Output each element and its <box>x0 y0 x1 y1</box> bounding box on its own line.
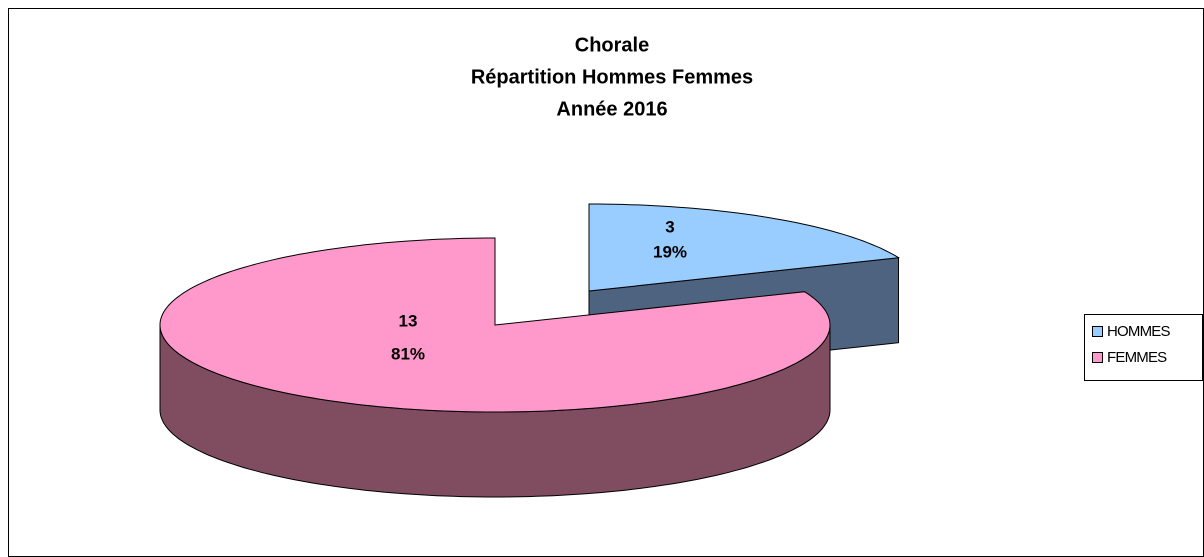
chart-title: Chorale <box>575 34 649 56</box>
legend-swatch <box>1092 326 1103 337</box>
legend-label: HOMMES <box>1107 323 1170 340</box>
data-label: 19% <box>653 242 687 261</box>
slice <box>588 203 900 292</box>
legend-swatch <box>1092 352 1103 363</box>
legend-box <box>1084 314 1203 381</box>
chart-title: Répartition Hommes Femmes <box>471 66 753 88</box>
data-label: 13 <box>399 311 418 330</box>
data-label: 3 <box>665 217 674 236</box>
slice <box>159 237 831 413</box>
chart-title: Année 2016 <box>556 98 667 120</box>
legend-label: FEMMES <box>1107 349 1167 366</box>
data-label: 81% <box>391 344 425 363</box>
